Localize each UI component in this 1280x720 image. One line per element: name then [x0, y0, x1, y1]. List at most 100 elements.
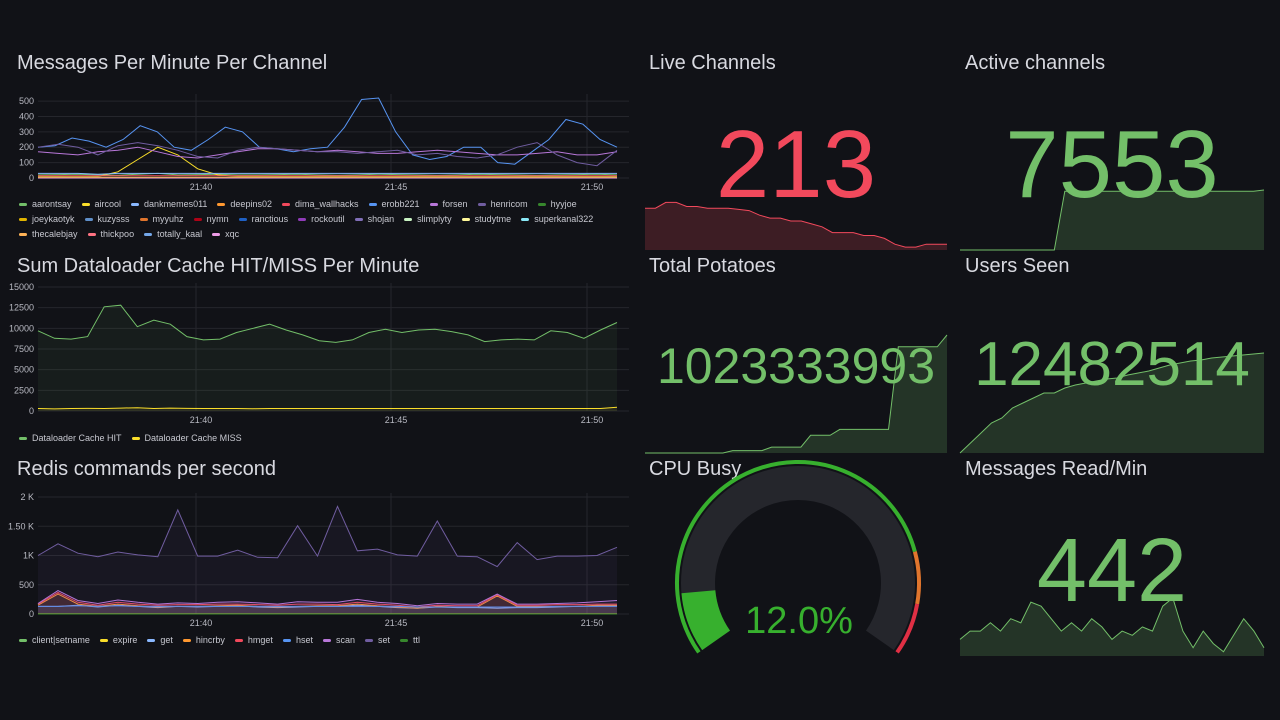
legend-item[interactable]: set [364, 635, 390, 645]
legend-item[interactable]: aarontsay [19, 199, 72, 209]
legend-item[interactable]: dankmemes011 [131, 199, 207, 209]
legend-item[interactable]: erobb221 [368, 199, 420, 209]
series-line-dankmemes011 [38, 172, 617, 175]
series-line-scan [37, 590, 618, 607]
legend-swatch [521, 217, 530, 221]
legend-label: get [160, 635, 173, 645]
legend-item[interactable]: shojan [354, 214, 395, 224]
legend-label: Dataloader Cache HIT [32, 433, 122, 443]
legend-item[interactable]: hmget [234, 635, 273, 645]
series-line-henricom [37, 142, 618, 167]
legend-swatch [281, 202, 290, 206]
legend-label: forsen [442, 199, 468, 209]
cpu-busy-panel: CPU Busy 12.0% [645, 458, 947, 656]
legend-item[interactable]: thecalebjay [19, 229, 78, 239]
sparkline-area [960, 353, 1264, 453]
legend-label: aircool [94, 199, 122, 209]
x-tick-label: 21:45 [385, 618, 408, 628]
legend-item[interactable]: nymn [193, 214, 229, 224]
legend-item[interactable]: get [147, 635, 173, 645]
legend-item[interactable]: ttl [399, 635, 420, 645]
panel-title: Messages Read/Min [965, 458, 1148, 480]
legend-item[interactable]: ranctious [238, 214, 289, 224]
legend-swatch [298, 217, 307, 221]
dataloader-panel: Sum Dataloader Cache HIT/MISS Per Minute… [9, 255, 629, 450]
live-channels-panel: Live Channels 213 [645, 52, 947, 250]
series-area-get [38, 605, 617, 614]
series-area-hset [38, 605, 617, 614]
legend-swatch [19, 232, 27, 236]
threshold-green [675, 460, 917, 654]
sparkline [645, 201, 947, 250]
legend-label: studytme [474, 214, 512, 224]
legend-item[interactable]: superkanal322 [521, 214, 593, 224]
legend-item[interactable]: studytme [461, 214, 512, 224]
y-tick-label: 0 [29, 406, 34, 416]
legend-item[interactable]: deepins02 [217, 199, 272, 209]
legend-item[interactable]: Dataloader Cache MISS [131, 433, 242, 443]
active-channels-panel: Active channels 7553 [960, 52, 1265, 251]
legend-item[interactable]: rockoutil [298, 214, 345, 224]
series-area-scan [38, 590, 617, 614]
legend-label: scan [335, 635, 355, 645]
series-line-Dataloader Cache HIT [37, 304, 618, 343]
messages-chart[interactable]: 0 100 200 300 400 500 21:40 21:45 21:50 [17, 52, 629, 192]
legend-label: aarontsay [32, 199, 72, 209]
legend-item[interactable]: joeykaotyk [19, 214, 75, 224]
legend-swatch [477, 202, 486, 206]
legend-item[interactable]: scan [322, 635, 355, 645]
legend-label: nymn [206, 214, 229, 224]
legend-label: erobb221 [381, 199, 420, 209]
panel-title: Users Seen [965, 255, 1070, 277]
legend-item[interactable]: client|setname [19, 635, 90, 645]
y-tick-label: 200 [19, 142, 34, 152]
messages-panel: Messages Per Minute Per Channel 0 100 200 3… [17, 52, 629, 247]
series-line-aircool [38, 146, 617, 178]
legend-label: myyuhz [152, 214, 184, 224]
legend-swatch [147, 638, 156, 642]
legend-item[interactable]: hincrby [182, 635, 225, 645]
legend-item[interactable]: slimplyty [404, 214, 452, 224]
legend-swatch [537, 202, 546, 206]
y-tick-label: 500 [19, 96, 34, 106]
legend-swatch [368, 202, 377, 206]
series-line-forsen [37, 146, 618, 159]
legend-item[interactable]: hset [282, 635, 313, 645]
y-tick-label: 10000 [9, 323, 34, 333]
legend-item[interactable]: dima_wallhacks [281, 199, 359, 209]
legend-label: deepins02 [230, 199, 272, 209]
legend-item[interactable]: forsen [429, 199, 468, 209]
legend-item[interactable]: totally_kaal [144, 229, 202, 239]
legend-label: rockoutil [311, 214, 345, 224]
legend-label: client|setname [32, 635, 90, 645]
legend-item[interactable]: hyyjoe [537, 199, 577, 209]
series-line-hset [38, 605, 617, 608]
legend-label: Dataloader Cache MISS [144, 433, 242, 443]
legend-item[interactable]: Dataloader Cache HIT [19, 433, 122, 443]
legend-item[interactable]: aircool [81, 199, 122, 209]
y-tick-label: 2500 [14, 385, 34, 395]
legend-label: hset [295, 635, 313, 645]
stat-value: 442 [1036, 521, 1188, 621]
series-line-hmget [37, 591, 617, 608]
stat-value: 12482514 [974, 330, 1250, 399]
legend-label: shojan [367, 214, 395, 224]
sparkline [959, 597, 1265, 656]
legend-item[interactable]: expire [99, 635, 137, 645]
x-tick-label: 21:50 [581, 415, 604, 425]
redis-chart[interactable]: 0 500 1K 1.50 K 2 K 21:40 21:45 21:50 [8, 458, 629, 628]
stat-value: 7553 [1005, 111, 1219, 218]
legend-item[interactable]: henricom [477, 199, 528, 209]
legend-label: dima_wallhacks [294, 199, 359, 209]
legend-item[interactable]: xqc [212, 229, 239, 239]
legend-label: thickpoo [100, 229, 135, 239]
legend-item[interactable]: kuzysss [84, 214, 130, 224]
legend-item[interactable]: myyuhz [139, 214, 184, 224]
legend-item[interactable]: thickpoo [87, 229, 135, 239]
legend-label: ranctious [251, 214, 289, 224]
y-tick-label: 100 [19, 158, 34, 168]
dataloader-chart[interactable]: 0 2500 5000 7500 10000 12500 15000 21:40 21:45 21… [9, 255, 629, 425]
chart-legend: client|setname expire get hincrby hmget hset s… [19, 635, 629, 645]
sparkline-line [645, 334, 948, 454]
x-tick-label: 21:40 [190, 618, 213, 628]
